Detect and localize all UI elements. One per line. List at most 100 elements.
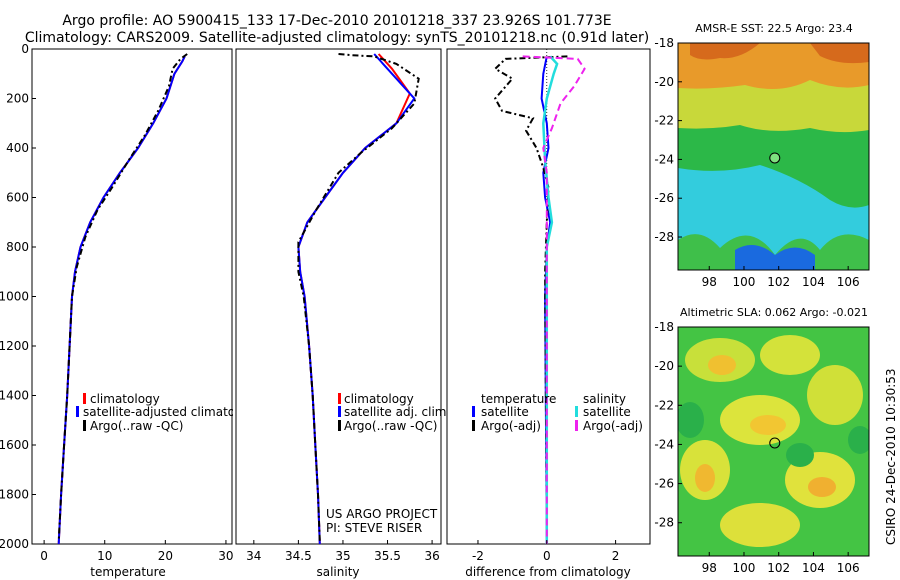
ytick-label: 2000	[0, 537, 29, 551]
ytick-label: 400	[6, 141, 29, 155]
legend-label-climatology: climatology	[90, 392, 160, 406]
difference-xticks: -2 0 2	[472, 540, 619, 563]
difference-axes-frame	[446, 48, 651, 545]
legend-label-temperature-argo: Argo(-adj)	[481, 419, 541, 433]
map-ytick-label: -22	[654, 398, 674, 412]
xtick-label: 20	[158, 549, 173, 563]
map-ytick-label: -18	[654, 36, 674, 50]
legend-heading-temperature: temperature	[481, 392, 556, 406]
sla-patch-yellow-3	[807, 365, 863, 425]
map-xtick-label: 100	[733, 561, 756, 575]
legend-heading-salinity: salinity	[583, 392, 626, 406]
salinity-axes-frame	[235, 48, 442, 545]
sla-yticks: -18 -20 -22 -24 -26 -28	[654, 320, 682, 530]
sla-xticks: 98 100 102 104 106	[702, 552, 860, 575]
series-line-temperature-argo-adj-	[493, 55, 568, 545]
legend-swatch-salinity-argo	[575, 420, 578, 431]
sst-map-title: AMSR-E SST: 22.5 Argo: 23.4	[695, 22, 853, 35]
xtick-label: 35	[335, 549, 350, 563]
xtick-label: 30	[218, 549, 233, 563]
map-xtick-label: 106	[837, 561, 860, 575]
xtick-label: 34	[246, 549, 261, 563]
legend-swatch-satellite-adjusted	[76, 406, 79, 417]
sst-band-cyan	[678, 165, 869, 255]
legend-overflow-mask	[233, 395, 236, 435]
legend-swatch-satellite-adj	[338, 406, 341, 417]
salinity-panel: 34 34.5 35 35.5 36 salinity climatology sate…	[235, 48, 450, 579]
sla-patch-orange-1	[708, 355, 736, 375]
sla-map-title: Altimetric SLA: 0.062 Argo: -0.021	[680, 306, 868, 319]
salinity-xlabel: salinity	[316, 565, 359, 579]
sst-xticks: 98 100 102 104 106	[702, 266, 860, 289]
difference-legend: temperature satellite Argo(-adj) salinit…	[472, 392, 643, 433]
legend-swatch-climatology	[83, 393, 86, 404]
map-ytick-label: -20	[654, 359, 674, 373]
legend-swatch-argo-raw	[338, 420, 341, 431]
salinity-xticks: 34 34.5 35 35.5 36	[246, 540, 440, 563]
salinity-legend: climatology satellite adj. clim. Argo(..…	[338, 392, 450, 433]
map-ytick-label: -22	[654, 114, 674, 128]
xtick-label: 0	[543, 549, 551, 563]
map-xtick-label: 102	[767, 561, 790, 575]
difference-xlabel: difference from climatology	[465, 565, 631, 579]
ytick-label: 1600	[0, 438, 29, 452]
sla-patch-orange-2	[750, 415, 786, 435]
map-xtick-label: 100	[733, 275, 756, 289]
series-line-argo-raw-qc-	[57, 53, 188, 542]
sla-patch-orange-3	[695, 464, 715, 492]
ytick-label: 1000	[0, 290, 29, 304]
legend-label-argo-raw: Argo(..raw -QC)	[344, 419, 437, 433]
xtick-label: -2	[472, 549, 484, 563]
ytick-label: 1800	[0, 488, 29, 502]
map-ytick-label: -24	[654, 152, 674, 166]
temperature-series-group	[57, 53, 188, 545]
sst-map-frame	[677, 42, 870, 271]
legend-swatch-argo-raw	[83, 420, 86, 431]
legend-swatch-temperature-satellite	[472, 406, 475, 417]
map-xtick-label: 104	[802, 275, 825, 289]
sst-band-dark-orange-east	[810, 43, 869, 64]
map-xtick-label: 106	[837, 275, 860, 289]
legend-label-satellite-adjusted: satellite-adjusted climatology	[83, 405, 261, 419]
map-ytick-label: -28	[654, 516, 674, 530]
xtick-label: 0	[40, 549, 48, 563]
ytick-label: 1200	[0, 339, 29, 353]
csiro-timestamp-stamp: CSIRO 24-Dec-2010 10:30:53	[884, 368, 898, 545]
ytick-label: 600	[6, 191, 29, 205]
series-line-salinity-satellite	[542, 55, 559, 544]
ytick-label: 1400	[0, 389, 29, 403]
xtick-label: 36	[424, 549, 439, 563]
map-ytick-label: -20	[654, 75, 674, 89]
map-ytick-label: -24	[654, 437, 674, 451]
map-ytick-label: -18	[654, 320, 674, 334]
difference-panel: -2 0 2 difference from climatology tempera…	[446, 48, 651, 579]
xtick-label: 10	[97, 549, 112, 563]
figure-title-line2: Climatology: CARS2009. Satellite-adjuste…	[25, 30, 649, 46]
series-line-salinity-argo-adj-	[522, 55, 586, 544]
legend-label-salinity-satellite: satellite	[583, 405, 631, 419]
sst-map-panel: AMSR-E SST: 22.5 Argo: 23.4 98 100 102 104 1…	[654, 22, 870, 289]
sla-patch-green-2	[786, 443, 814, 467]
legend-label-argo-raw: Argo(..raw -QC)	[90, 419, 183, 433]
temperature-legend: climatology satellite-adjusted climatolo…	[76, 392, 261, 433]
temperature-xticks: 0 10 20 30	[40, 540, 234, 563]
ytick-label: 800	[6, 240, 29, 254]
sla-patch-green-1	[678, 402, 704, 438]
ytick-label: 200	[6, 92, 29, 106]
pi-label: PI: STEVE RISER	[326, 521, 422, 535]
temperature-panel: 0 10 20 30 0 200 400 600 800 1000 1200 1400 1600 180…	[0, 42, 261, 579]
legend-label-satellite-adj: satellite adj. clim.	[344, 405, 450, 419]
map-ytick-label: -26	[654, 477, 674, 491]
project-label: US ARGO PROJECT	[326, 507, 438, 521]
sla-patch-orange-4	[808, 477, 836, 497]
map-ytick-label: -28	[654, 230, 674, 244]
sla-patch-yellow-7	[720, 503, 800, 547]
xtick-label: 34.5	[285, 549, 312, 563]
legend-label-salinity-argo: Argo(-adj)	[583, 419, 643, 433]
xtick-label: 35.5	[374, 549, 401, 563]
depth-yticks: 0 200 400 600 800 1000 1200 1400 1600 1800 2000	[0, 42, 36, 551]
sst-yticks: -18 -20 -22 -24 -26 -28	[654, 36, 682, 244]
figure-title-line1: Argo profile: AO 5900415_133 17-Dec-2010…	[62, 13, 611, 29]
sst-patch-deep-blue	[735, 245, 815, 270]
